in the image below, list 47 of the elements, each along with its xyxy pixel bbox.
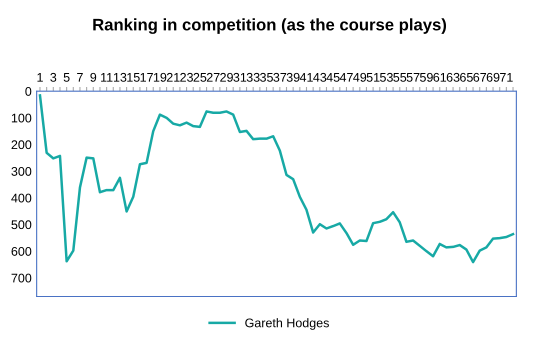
legend-label: Gareth Hodges — [245, 318, 329, 330]
x-tick-label: 19 — [154, 72, 166, 82]
chart-title: Ranking in competition (as the course plays) — [93, 18, 446, 34]
x-tick-label: 61 — [433, 72, 446, 82]
y-tick-label: 600 — [12, 246, 32, 256]
line-series — [38, 94, 514, 264]
x-tick-label: 53 — [380, 72, 393, 82]
x-tick-label: 31 — [233, 72, 246, 82]
y-tick-label: 400 — [11, 194, 32, 202]
x-tick-label: 29 — [220, 72, 233, 82]
x-tick-label: 55 — [393, 73, 406, 82]
x-tick-label: 7 — [77, 73, 83, 82]
x-tick-label: 5 — [64, 73, 70, 82]
x-tick-label: 9 — [90, 72, 96, 82]
x-tick-label: 47 — [340, 73, 353, 82]
x-tick-label: 43 — [313, 72, 326, 82]
x-tick-label: 49 — [353, 72, 366, 82]
y-tick-label: 200 — [12, 140, 32, 150]
y-tick-label: 500 — [11, 220, 32, 230]
x-tick-label: 51 — [366, 73, 380, 82]
x-tick-label: 17 — [140, 73, 153, 82]
x-tick-label: 11 — [101, 73, 112, 82]
x-tick-label: 21 — [166, 72, 180, 82]
x-tick-label: 3 — [50, 72, 56, 82]
y-tick-label: 700 — [12, 274, 32, 282]
x-tick-label: 63 — [446, 72, 460, 82]
x-tick-label: 39 — [286, 72, 300, 82]
x-tick-label: 59 — [420, 72, 433, 82]
x-tick-label: 67 — [473, 72, 486, 82]
y-tick-label: 0 — [25, 86, 32, 96]
x-tick-label: 1 — [37, 73, 43, 82]
x-tick-label: 41 — [300, 73, 313, 82]
x-tick-label: 33 — [246, 72, 260, 82]
y-tick-label: 300 — [11, 166, 32, 176]
x-tick-label: 23 — [180, 72, 193, 82]
x-tick-label: 37 — [273, 72, 286, 82]
x-tick-label: 45 — [326, 73, 340, 82]
x-tick-label: 25 — [194, 72, 206, 82]
x-tick-label: 27 — [206, 72, 220, 82]
x-tick-label: 69 — [486, 72, 500, 82]
x-tick-label: 65 — [460, 72, 473, 82]
x-tick-label: 13 — [114, 72, 126, 82]
x-tick-label: 71 — [500, 73, 513, 82]
x-tick-label: 35 — [260, 72, 273, 82]
x-tick-label: 57 — [406, 73, 420, 82]
y-tick-label: 100 — [12, 114, 32, 122]
x-tick-label: 15 — [127, 73, 140, 82]
